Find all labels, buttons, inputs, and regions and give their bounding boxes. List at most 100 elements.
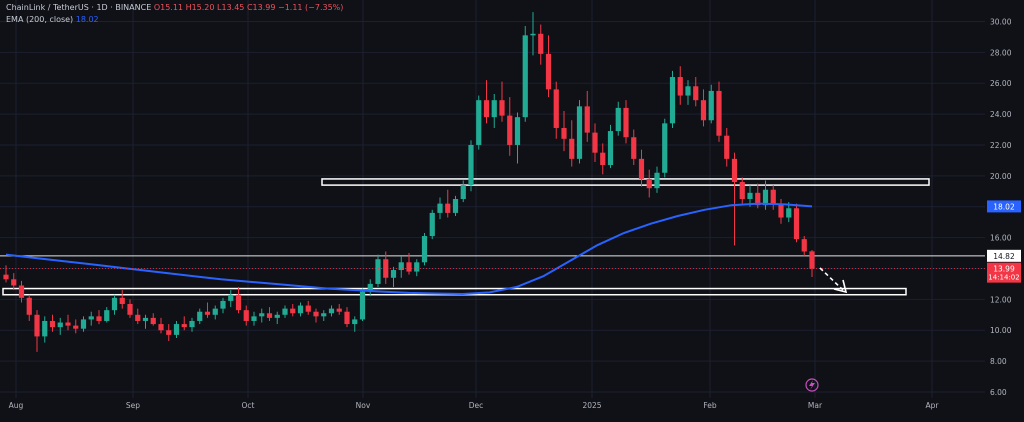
x-tick-label: 2025 xyxy=(582,401,601,410)
y-tick-label: 10.00 xyxy=(990,326,1012,335)
ema-label[interactable]: EMA (200, close) xyxy=(6,15,74,24)
candle-body xyxy=(530,33,536,36)
candle-body xyxy=(646,178,652,189)
candle-body xyxy=(414,262,420,272)
y-tick-label: 24.00 xyxy=(990,110,1012,119)
candle-body xyxy=(336,308,342,312)
x-tick-label: Dec xyxy=(469,401,484,410)
candle-body xyxy=(476,100,482,145)
candle-body xyxy=(313,311,319,317)
candle-body xyxy=(127,303,133,315)
candle-body xyxy=(677,77,683,96)
open-value: O15.11 xyxy=(153,3,184,12)
symbol-row: ChainLink / TetherUS · 1D · BINANCE O15.… xyxy=(6,2,343,14)
candle-body xyxy=(119,297,125,304)
candle-body xyxy=(491,100,497,118)
candle-body xyxy=(189,320,195,328)
symbol-label[interactable]: ChainLink / TetherUS · 1D · BINANCE xyxy=(6,3,152,12)
candle-body xyxy=(739,182,745,199)
y-tick-label: 22.00 xyxy=(990,141,1012,150)
candle-body xyxy=(367,283,373,292)
last-price-label: 13.99 xyxy=(993,265,1015,274)
candle-body xyxy=(793,208,800,240)
candle-body xyxy=(259,313,265,317)
candle-body xyxy=(631,137,637,159)
candle-body xyxy=(685,86,691,96)
candle-body xyxy=(282,308,288,315)
candle-body xyxy=(483,100,490,118)
candle-body xyxy=(522,35,528,118)
candle-body xyxy=(274,314,280,318)
candle-body xyxy=(251,316,257,321)
candle-body xyxy=(220,300,226,309)
candle-body xyxy=(18,285,25,298)
ema-row: EMA (200, close) 18.02 xyxy=(6,14,343,26)
candle-body xyxy=(359,291,366,320)
candle-body xyxy=(460,185,466,199)
candle-body xyxy=(111,297,118,311)
level-price-label-bg xyxy=(987,249,1021,262)
candle-body xyxy=(328,308,335,314)
candle-body xyxy=(96,316,102,321)
candle-body xyxy=(266,313,273,318)
candle-body xyxy=(390,270,397,278)
candle-body xyxy=(445,203,451,213)
candle-body xyxy=(669,77,676,124)
candle-body xyxy=(352,319,358,325)
x-tick-label: Aug xyxy=(9,401,24,410)
candle-body xyxy=(197,311,203,321)
candle-body xyxy=(452,199,459,213)
x-tick-label: Sep xyxy=(126,401,140,410)
chart-legend: ChainLink / TetherUS · 1D · BINANCE O15.… xyxy=(6,2,343,26)
candle-body xyxy=(421,236,428,263)
ema-price-label: 18.02 xyxy=(993,202,1015,211)
trend-arrow-head xyxy=(833,279,848,294)
candle-body xyxy=(592,132,598,153)
candle-body xyxy=(545,53,552,90)
candle-body xyxy=(468,144,474,186)
candle-body xyxy=(778,203,784,218)
ema-value: 18.02 xyxy=(75,15,99,24)
candle-body xyxy=(228,294,234,301)
x-tick-label: Mar xyxy=(808,401,823,410)
candle-body xyxy=(747,192,753,199)
candle-body xyxy=(142,317,149,321)
candle-body xyxy=(166,330,172,335)
ema-price-label-bg xyxy=(987,200,1021,213)
y-tick-label: 16.00 xyxy=(990,234,1012,243)
candle-body xyxy=(607,131,614,166)
ema-line xyxy=(5,202,813,296)
trend-arrow-shaft xyxy=(819,267,844,291)
flash-icon[interactable] xyxy=(809,380,815,390)
change-value: −1.11 (−7.35%) xyxy=(277,3,344,12)
level-price-label: 14.82 xyxy=(993,252,1015,261)
candle-body xyxy=(406,262,412,272)
candle-body xyxy=(708,90,714,121)
candle-body xyxy=(693,86,699,101)
horizontal-zone-box[interactable] xyxy=(321,178,930,186)
candle-body xyxy=(181,324,187,328)
candle-body xyxy=(34,314,40,337)
candle-body xyxy=(11,279,17,286)
candle-body xyxy=(80,319,87,329)
candle-body xyxy=(150,317,156,325)
countdown-label: 14:14:02 xyxy=(988,274,1019,282)
candle-body xyxy=(538,33,544,54)
candle-body xyxy=(770,189,776,204)
candle-body xyxy=(73,325,79,329)
candle-body xyxy=(654,172,660,189)
candle-body xyxy=(638,158,645,179)
candle-body xyxy=(290,308,296,314)
flash-icon-ring[interactable] xyxy=(805,378,819,392)
candle-body xyxy=(42,320,48,337)
y-tick-label: 28.00 xyxy=(990,48,1012,57)
candle-body xyxy=(104,310,110,321)
candle-body xyxy=(724,135,730,159)
candle-body xyxy=(809,251,815,269)
candle-body xyxy=(514,117,521,145)
y-tick-label: 6.00 xyxy=(990,388,1007,397)
candle-body xyxy=(398,262,404,271)
candle-body xyxy=(49,320,56,328)
